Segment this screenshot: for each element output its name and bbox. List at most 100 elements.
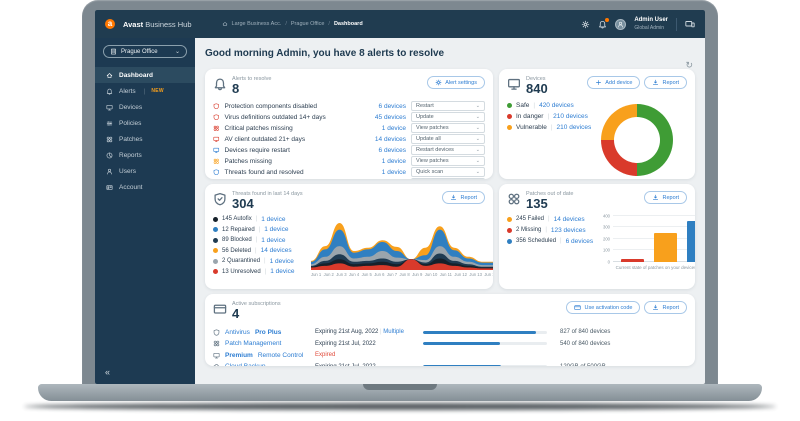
shield-check-icon bbox=[213, 192, 227, 206]
alert-devices-link[interactable]: 1 device bbox=[381, 124, 406, 132]
legend-devices-link[interactable]: 14 devices bbox=[553, 215, 585, 223]
monitor-icon bbox=[106, 104, 113, 111]
alert-action-select[interactable]: Restart ⌄ bbox=[411, 101, 485, 112]
alert-devices-link[interactable]: 45 devices bbox=[374, 113, 406, 121]
subscription-name-link[interactable]: Antivirus Pro Plus bbox=[213, 329, 315, 336]
pie-icon bbox=[106, 152, 113, 159]
patches-bar-chart: 0 100 200 300 400 Current state of patches o… bbox=[595, 213, 695, 270]
alert-devices-link[interactable]: 6 devices bbox=[378, 102, 406, 110]
threats-area-chart: Jun 1 Jun 2 Jun 3 Jun 4 Jun 5 Jun 6 Jun 7 Jun 8… bbox=[311, 216, 493, 277]
legend-devices-link[interactable]: 1 device bbox=[261, 215, 286, 223]
alert-row: Protection components disabled 6 devices R… bbox=[213, 101, 485, 112]
alert-row: Virus definitions outdated 14+ days 45 de… bbox=[213, 112, 485, 123]
use-activation-code-button[interactable]: Use activation code bbox=[566, 301, 641, 314]
legend-label: In danger bbox=[516, 112, 544, 120]
user-role: Global Admin bbox=[634, 24, 665, 31]
download-icon bbox=[652, 79, 659, 86]
patches-count: 135 bbox=[526, 196, 548, 211]
threats-legend-row: 89 Blocked | 1 device bbox=[213, 237, 305, 244]
alert-settings-button[interactable]: Alert settings bbox=[427, 76, 485, 89]
gear-icon bbox=[435, 79, 442, 86]
org-selector[interactable]: Prague Office ⌄ bbox=[103, 45, 187, 58]
patches-icon bbox=[507, 192, 521, 206]
legend-label: 89 Blocked bbox=[222, 237, 252, 244]
sidebar-item-policies[interactable]: Policies bbox=[95, 115, 195, 131]
sidebar-item-devices[interactable]: Devices bbox=[95, 99, 195, 115]
subscriptions-report-button[interactable]: Report bbox=[644, 301, 687, 314]
avatar[interactable] bbox=[615, 18, 627, 30]
subscription-name-link[interactable]: Patch Management bbox=[213, 340, 315, 347]
legend-devices-link[interactable]: 123 devices bbox=[550, 226, 586, 234]
alert-action-select[interactable]: Update ⌄ bbox=[411, 112, 485, 123]
alert-devices-link[interactable]: 14 devices bbox=[374, 135, 406, 143]
subscription-name-link[interactable]: Premium Remote Control bbox=[213, 352, 315, 359]
new-badge: NEW bbox=[151, 88, 164, 94]
breadcrumb-item[interactable]: Prague Office bbox=[290, 21, 325, 27]
patches-report-button[interactable]: Report bbox=[644, 191, 687, 204]
legend-devices-link[interactable]: 1 device bbox=[261, 236, 286, 244]
legend-label: 245 Failed bbox=[516, 216, 545, 223]
devices-card: Devices 840 Add device Report Safe | 420 d… bbox=[499, 69, 695, 179]
download-icon bbox=[652, 194, 659, 201]
legend-devices-link[interactable]: 1 device bbox=[269, 257, 294, 265]
refresh-icon[interactable]: ↻ bbox=[685, 60, 693, 70]
y-tick-label: 0 bbox=[607, 259, 610, 265]
sidebar-item-users[interactable]: Users bbox=[95, 163, 195, 179]
sidebar-item-patches[interactable]: Patches bbox=[95, 131, 195, 147]
legend-devices-link[interactable]: 1 device bbox=[264, 226, 289, 234]
subscription-name-part: Pro Plus bbox=[254, 328, 282, 336]
user-block[interactable]: Admin User Global Admin bbox=[634, 17, 668, 30]
sidebar-nav: Dashboard Alerts | NEW Devices Policies Patche… bbox=[95, 67, 195, 195]
device-switcher-icon[interactable] bbox=[685, 19, 695, 29]
subscription-progress-bar bbox=[423, 365, 547, 366]
subscription-progress-bar bbox=[423, 342, 547, 346]
alert-action-select[interactable]: Quick scan ⌄ bbox=[411, 167, 485, 178]
subscription-name-link[interactable]: Cloud Backup bbox=[213, 363, 315, 366]
sidebar-item-dashboard[interactable]: Dashboard bbox=[95, 67, 195, 83]
badge-separator: | bbox=[143, 87, 146, 95]
legend-devices-link[interactable]: 1 device bbox=[270, 268, 295, 276]
bell-icon bbox=[213, 77, 227, 91]
devices-legend-row: In danger | 210 devices bbox=[507, 113, 591, 120]
legend-devices-link[interactable]: 420 devices bbox=[539, 101, 574, 109]
legend-separator: | bbox=[255, 237, 258, 244]
alert-devices-link[interactable]: 6 devices bbox=[378, 146, 406, 154]
alerts-card: Alerts to resolve 8 Alert settings Prote… bbox=[205, 69, 493, 179]
sidebar-item-alerts[interactable]: Alerts | NEW bbox=[95, 83, 195, 99]
alert-devices-link[interactable]: 1 device bbox=[381, 168, 406, 176]
legend-devices-link[interactable]: 210 devices bbox=[556, 123, 592, 131]
alert-action-select[interactable]: View patches ⌄ bbox=[411, 156, 485, 167]
avast-logo-icon: a bbox=[105, 19, 115, 29]
building-icon bbox=[110, 48, 117, 55]
sidebar-item-reports[interactable]: Reports bbox=[95, 147, 195, 163]
patches-legend-row: 356 Scheduled | 6 devices bbox=[507, 238, 595, 245]
alert-devices-link[interactable]: 1 device bbox=[381, 157, 406, 165]
alert-action-select[interactable]: Restart devices ⌄ bbox=[411, 145, 485, 156]
notifications-bell-icon[interactable] bbox=[598, 17, 610, 29]
breadcrumb-item[interactable]: Dashboard bbox=[333, 21, 363, 27]
alert-action-select[interactable]: Dismiss all⌄ bbox=[411, 178, 485, 179]
settings-gear-icon[interactable] bbox=[581, 20, 590, 29]
sidebar-item-account[interactable]: Account bbox=[95, 179, 195, 195]
legend-devices-link[interactable]: 6 devices bbox=[565, 237, 594, 245]
legend-devices-link[interactable]: 14 devices bbox=[260, 247, 292, 255]
legend-devices-link[interactable]: 210 devices bbox=[553, 112, 588, 120]
threats-report-button[interactable]: Report bbox=[442, 191, 485, 204]
sidebar-collapse-button[interactable]: « bbox=[105, 367, 111, 377]
cloud-icon bbox=[213, 363, 220, 366]
alert-action-select[interactable]: View patches ⌄ bbox=[411, 123, 485, 134]
breadcrumb-item[interactable]: Large Business Acc. bbox=[231, 21, 282, 27]
legend-dot bbox=[507, 227, 512, 233]
add-device-button[interactable]: Add device bbox=[587, 76, 641, 89]
alert-action-select[interactable]: Update all ⌄ bbox=[411, 134, 485, 145]
alert-action-value: Update all bbox=[416, 136, 441, 143]
x-tick-label: Jun 3 bbox=[336, 271, 347, 277]
patches-icon bbox=[213, 125, 220, 132]
legend-label: Vulnerable bbox=[516, 123, 547, 131]
multiple-link[interactable]: Multiple bbox=[383, 329, 404, 336]
legend-label: 2 Quarantined bbox=[222, 258, 261, 265]
subscription-progress-bar bbox=[423, 330, 547, 334]
threats-card: Threats found in last 14 days 304 Report… bbox=[205, 184, 493, 289]
devices-report-button[interactable]: Report bbox=[644, 76, 687, 89]
